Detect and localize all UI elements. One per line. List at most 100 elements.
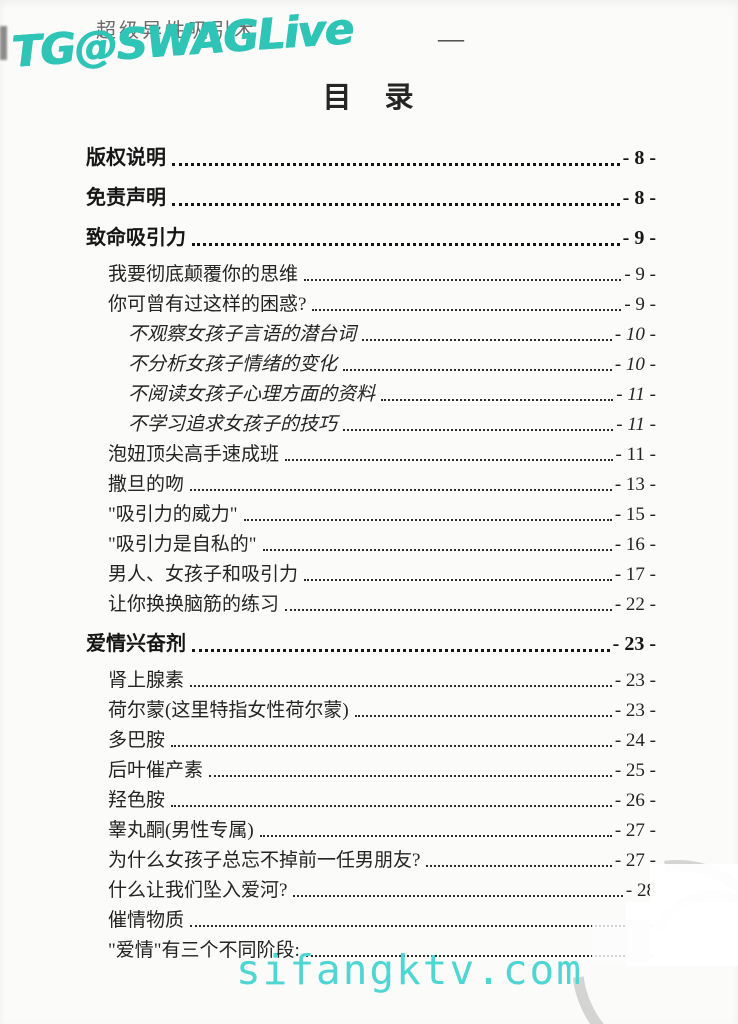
toc-entry-label: 后叶催产素: [108, 760, 204, 781]
dot-leader: [243, 519, 612, 521]
toc-entry-page: - 23 -: [612, 633, 656, 655]
toc-row: 为什么女孩子总忘不掉前一任男朋友? - 27 -: [86, 844, 656, 874]
dot-leader: [171, 805, 612, 807]
toc-row: 羟色胺 - 26 -: [86, 784, 656, 814]
toc-row: 不观察女孩子言语的潜台词 - 10 -: [86, 318, 656, 348]
toc-row: 荷尔蒙(这里特指女性荷尔蒙) - 23 -: [86, 694, 656, 724]
book-header-title: 超级异性吸引术: [96, 20, 257, 42]
toc-row: 让你换换脑筋的练习 - 22 -: [86, 588, 656, 618]
toc-entry-page: - 13 -: [614, 474, 656, 495]
dot-leader: [262, 549, 612, 551]
toc-entry-label: 不阅读女孩子心理方面的资料: [128, 384, 376, 405]
toc-row: 你可曾有过这样的困惑? - 9 -: [86, 288, 656, 318]
toc-entry-page: - 8 -: [622, 147, 656, 169]
toc-entry-page: - 9 -: [624, 294, 656, 315]
toc-entry-label: 我要彻底颠覆你的思维: [108, 264, 299, 285]
toc-entry-label: 催情物质: [108, 910, 185, 931]
site-watermark: sifangktv.com: [236, 946, 583, 994]
toc-entry-label: 让你换换脑筋的练习: [108, 594, 280, 615]
toc-row: 版权说明 - 8 -: [86, 142, 656, 172]
toc-entry-page: - 25 -: [614, 760, 656, 781]
dot-leader: [343, 429, 614, 431]
toc-entry-label: 版权说明: [86, 147, 166, 169]
toc-entry-label: 不分析女孩子情绪的变化: [128, 354, 338, 375]
toc-entry-page: - 23 -: [614, 700, 656, 721]
toc-entry-label: 不学习追求女孩子的技巧: [128, 414, 338, 435]
watermark-white-patch: [592, 920, 650, 962]
dot-leader: [354, 715, 612, 717]
toc-row: 多巴胺 - 24 -: [86, 724, 656, 754]
dot-leader: [259, 835, 612, 837]
dot-leader: [426, 865, 612, 867]
dot-leader: [312, 309, 622, 311]
toc-row: "吸引力的威力" - 15 -: [86, 498, 656, 528]
toc-entry-page: - 9 -: [622, 227, 656, 249]
dot-leader: [172, 163, 620, 166]
toc-entry-label: 男人、女孩子和吸引力: [108, 564, 299, 585]
toc-title: 目 录: [322, 82, 416, 114]
toc-row: "爱情"有三个不同阶段:: [86, 934, 656, 964]
toc-entry-page: - 11 -: [615, 444, 656, 465]
dot-leader: [190, 925, 653, 927]
dot-leader: [190, 685, 612, 687]
toc-row: 我要彻底颠覆你的思维 - 9 -: [86, 258, 656, 288]
toc-entry-label: "吸引力的威力": [108, 504, 238, 525]
toc-entry-page: - 27 -: [614, 820, 656, 841]
toc-entry-label: 致命吸引力: [86, 227, 186, 249]
toc-entry-label: 肾上腺素: [108, 670, 185, 691]
toc-row: 不阅读女孩子心理方面的资料 - 11 -: [86, 378, 656, 408]
toc-row: 不分析女孩子情绪的变化 - 10 -: [86, 348, 656, 378]
toc-row: 不学习追求女孩子的技巧 - 11 -: [86, 408, 656, 438]
toc-row: 免责声明 - 8 -: [86, 182, 656, 212]
toc-row: 爱情兴奋剂 - 23 -: [86, 628, 656, 658]
watermark-white-patch: [650, 864, 738, 902]
dot-leader: [304, 279, 622, 281]
toc-row: 什么让我们坠入爱河? - 28: [86, 874, 656, 904]
toc-row: 睾丸酮(男性专属) - 27 -: [86, 814, 656, 844]
toc-entry-page: - 11 -: [616, 414, 656, 435]
toc-row: 肾上腺素 - 23 -: [86, 664, 656, 694]
toc-entry-label: 睾丸酮(男性专属): [108, 820, 254, 841]
toc-entry-page: - 11 -: [616, 384, 656, 405]
dot-leader: [172, 203, 620, 206]
toc-entry-page: - 26 -: [614, 790, 656, 811]
toc-entry-page: - 9 -: [624, 264, 656, 285]
dot-leader: [209, 775, 612, 777]
dot-leader: [171, 745, 612, 747]
dot-leader: [304, 579, 612, 581]
toc-entry-page: - 24 -: [614, 730, 656, 751]
dot-leader: [305, 955, 653, 957]
toc-entry-page: - 28: [625, 880, 656, 901]
toc-entry-label: 多巴胺: [108, 730, 166, 751]
dot-leader: [362, 339, 612, 341]
toc-entry-label: "爱情"有三个不同阶段:: [108, 940, 300, 961]
toc-entry-label: 免责声明: [86, 187, 166, 209]
toc-list: 版权说明 - 8 - 免责声明 - 8 - 致命吸引力 - 9 - 我要彻底颠覆你的思维 - …: [86, 140, 656, 964]
toc-row: 撒旦的吻 - 13 -: [86, 468, 656, 498]
dot-leader: [285, 459, 613, 461]
dot-leader: [285, 609, 612, 611]
toc-entry-page: - 10 -: [614, 354, 656, 375]
toc-entry-page: - 22 -: [614, 594, 656, 615]
toc-entry-page: - 15 -: [614, 504, 656, 525]
toc-entry-label: 为什么女孩子总忘不掉前一任男朋友?: [108, 850, 421, 871]
toc-entry-label: 荷尔蒙(这里特指女性荷尔蒙): [108, 700, 349, 721]
toc-entry-page: - 23 -: [614, 670, 656, 691]
toc-entry-label: 你可曾有过这样的困惑?: [108, 294, 307, 315]
toc-entry-label: 羟色胺: [108, 790, 166, 811]
toc-entry-label: "吸引力是自私的": [108, 534, 257, 555]
toc-entry-label: 爱情兴奋剂: [86, 633, 186, 655]
dot-leader: [293, 895, 623, 897]
toc-entry-page: - 8 -: [622, 187, 656, 209]
telegram-watermark: TG@SWAGLive: [10, 4, 355, 78]
scan-artifact-smudge: [0, 26, 7, 60]
toc-row: 男人、女孩子和吸引力 - 17 -: [86, 558, 656, 588]
toc-entry-page: - 17 -: [614, 564, 656, 585]
toc-row: 泡妞顶尖高手速成班 - 11 -: [86, 438, 656, 468]
toc-entry-label: 撒旦的吻: [108, 474, 185, 495]
dot-leader: [192, 243, 620, 246]
page-number-marker: —: [438, 24, 464, 53]
toc-entry-page: - 27 -: [614, 850, 656, 871]
toc-row: 催情物质: [86, 904, 656, 934]
